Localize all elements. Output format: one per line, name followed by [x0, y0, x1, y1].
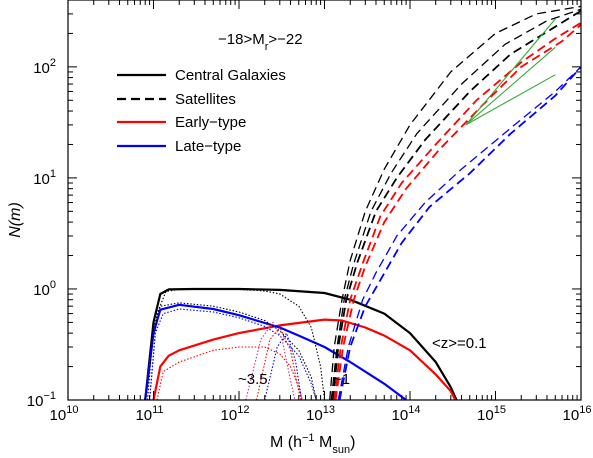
series-line-13 — [333, 21, 581, 400]
y-tick-label: 101 — [33, 168, 56, 188]
x-tick-label: 1012 — [221, 404, 250, 424]
series-line-15 — [337, 66, 581, 400]
series-line-9 — [264, 332, 303, 400]
series-line-5 — [149, 308, 317, 400]
legend-label-early: Early−type — [175, 114, 246, 131]
series-line-16 — [338, 66, 581, 400]
y-tick-label: 100 — [33, 279, 56, 299]
y-tick-label: 10−1 — [27, 390, 56, 410]
series-line-0 — [144, 287, 458, 400]
series-line-17 — [465, 18, 556, 126]
y-tick-label: 102 — [33, 57, 56, 77]
annotation-redshift: <z>=0.1 — [432, 335, 487, 352]
series-line-8 — [255, 326, 302, 400]
legend-label-satellites: Satellites — [175, 91, 236, 108]
x-tick-label: 1010 — [50, 404, 79, 424]
annotation-1: ~1 — [333, 371, 350, 388]
series-line-4 — [146, 302, 317, 400]
annotation-3-5: ~3.5 — [238, 371, 268, 388]
series-line-3 — [149, 288, 326, 400]
series-layer — [144, 5, 581, 400]
legend-label-late: Late−type — [175, 138, 241, 155]
legend-label-central: Central Galaxies — [175, 67, 286, 84]
x-tick-label: 1013 — [306, 404, 335, 424]
series-line-14 — [334, 23, 581, 400]
series-line-11 — [330, 8, 581, 400]
series-line-1 — [152, 318, 457, 400]
series-line-2 — [144, 303, 407, 400]
header-label: −18>Mr>−22 — [218, 31, 303, 53]
x-tick-label: 1016 — [563, 404, 592, 424]
series-line-6 — [156, 346, 303, 400]
x-axis-title: M (h−1 Msun) — [270, 432, 355, 456]
series-line-10 — [329, 5, 581, 400]
y-axis-title: N(m) — [7, 202, 24, 238]
series-line-19 — [465, 74, 556, 126]
legend: Central Galaxies Satellites Early−type L… — [117, 67, 286, 155]
series-line-12 — [331, 10, 581, 400]
series-line-18 — [465, 46, 556, 126]
x-tick-label: 1014 — [392, 404, 421, 424]
ticks-layer: 1010 1011 1012 1013 1014 1015 1016 10−1 100 101 10… — [27, 0, 592, 424]
series-line-7 — [245, 321, 296, 400]
x-tick-label: 1011 — [135, 404, 163, 424]
x-tick-label: 1015 — [477, 404, 506, 424]
